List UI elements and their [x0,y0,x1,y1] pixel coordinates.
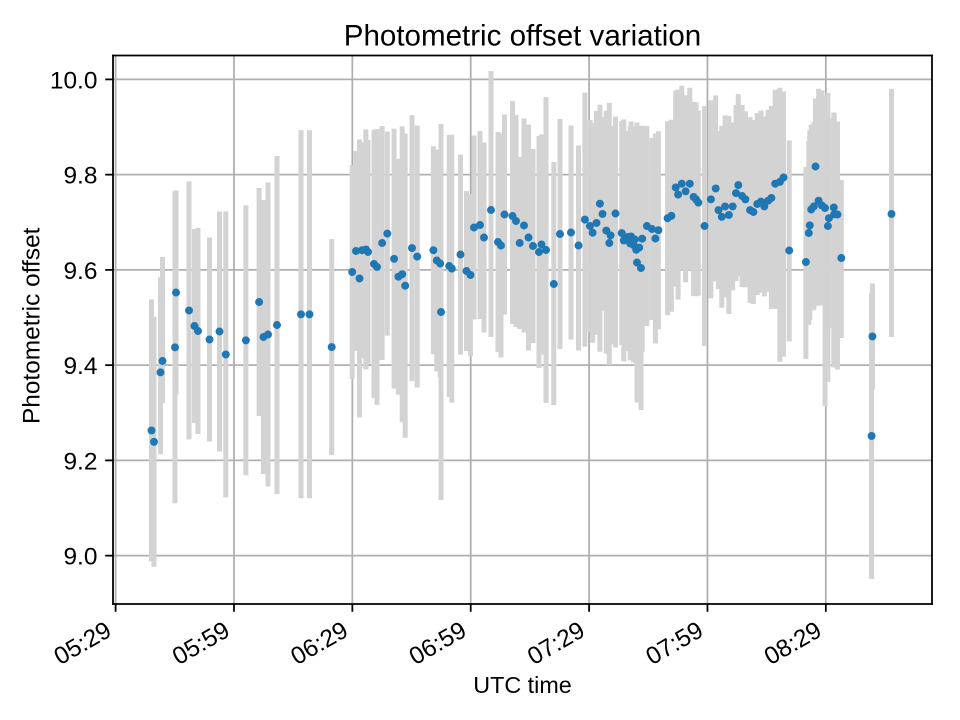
svg-text:9.8: 9.8 [63,163,97,190]
svg-text:9.6: 9.6 [63,258,97,285]
svg-text:9.2: 9.2 [63,448,97,475]
svg-text:Photometric offset variation: Photometric offset variation [344,19,701,52]
svg-text:9.4: 9.4 [63,353,97,380]
svg-text:9.0: 9.0 [63,544,97,571]
svg-text:Photometric offset: Photometric offset [18,227,45,424]
svg-text:UTC time: UTC time [473,672,571,698]
svg-text:10.0: 10.0 [50,67,98,94]
